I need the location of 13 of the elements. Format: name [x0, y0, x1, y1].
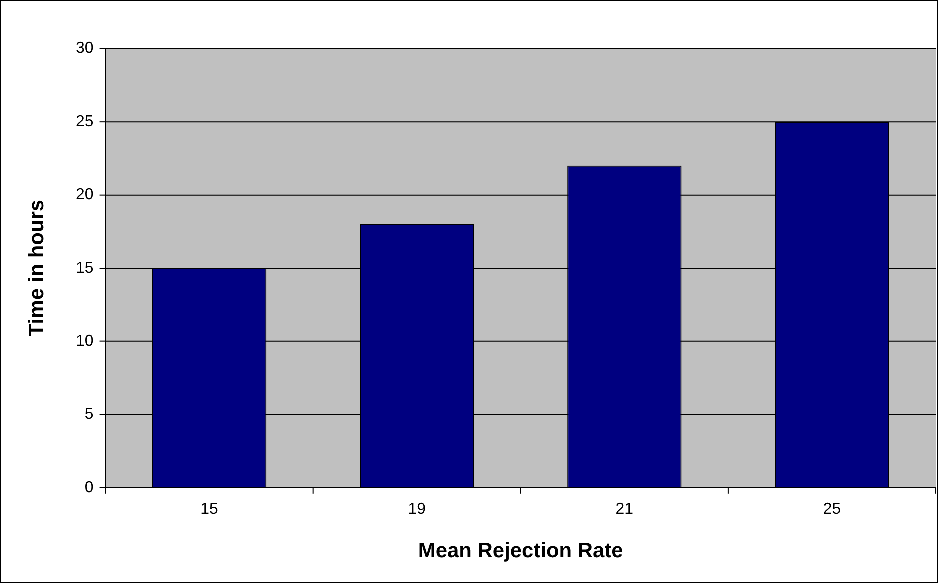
y-axis-title: Time in hours	[25, 200, 48, 337]
x-tick-label: 19	[408, 500, 426, 518]
x-axis-title: Mean Rejection Rate	[418, 539, 624, 562]
y-tick-label: 15	[76, 260, 94, 277]
y-tick-label: 30	[76, 40, 94, 58]
y-tick-label: 10	[76, 332, 94, 350]
y-tick-label: 20	[76, 186, 94, 204]
x-tick-label: 25	[823, 500, 842, 518]
y-tick-label: 5	[84, 406, 94, 424]
x-tick-label: 15	[200, 500, 219, 518]
y-tick-label: 0	[84, 479, 94, 496]
y-tick-label: 25	[76, 113, 94, 130]
x-tick-label: 21	[616, 500, 634, 518]
